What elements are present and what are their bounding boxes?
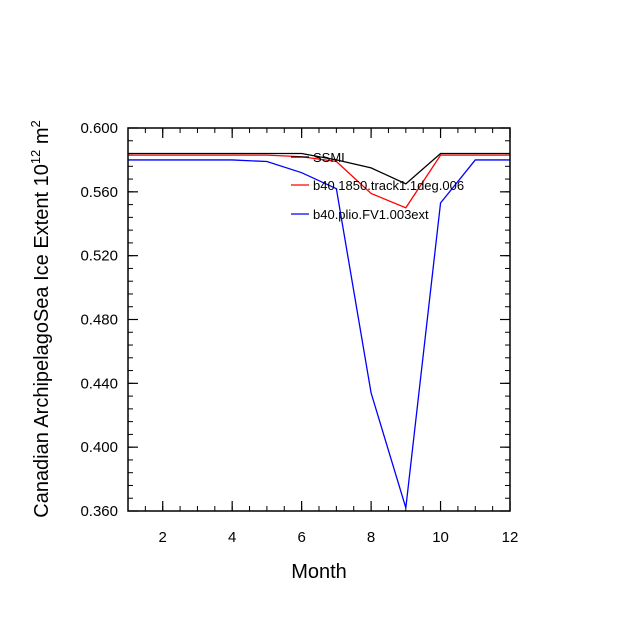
x-axis-title: Month [291,561,347,583]
y-axis-title-unit-exponent: 2 [28,120,43,127]
series-line-1 [128,152,510,185]
y-axis-title: Canadian ArchipelagoSea Ice Extent 1012 … [28,120,53,518]
y-tick-label: 0.600 [80,120,118,137]
x-tick-label: 8 [367,529,375,546]
legend-label: SSMI [313,150,345,165]
y-axis-title-unit: m [31,127,53,149]
y-tick-label: 0.560 [80,184,118,201]
x-tick-label: 12 [502,529,519,546]
y-tick-label: 0.480 [80,312,118,329]
y-tick-label: 0.440 [80,375,118,392]
x-tick-labels: 2 4 6 8 10 12 [159,529,519,546]
x-tick-label: 10 [432,529,449,546]
y-tick-labels: 0.360 0.400 0.440 0.480 0.520 0.560 0.600 [80,120,118,520]
legend-label: b40.plio.FV1.003ext [313,207,429,222]
y-tick-label: 0.520 [80,248,118,265]
legend-label: b40.1850.track1.1deg.006 [313,178,464,193]
y-axis-title-exponent: 12 [28,150,43,164]
series-line-2 [128,154,510,209]
x-tick-label: 4 [228,529,236,546]
x-tick-label: 6 [297,529,305,546]
series-lines [128,152,510,508]
y-axis-title-main: Canadian ArchipelagoSea Ice Extent 10 [31,164,53,518]
series-line-3 [128,159,510,508]
legend: SSMI b40.1850.track1.1deg.006 b40.plio.FV1… [291,150,464,222]
plot-frame [127,127,511,512]
x-tick-label: 2 [159,529,167,546]
y-tick-label: 0.360 [80,503,118,520]
y-tick-label: 0.400 [80,439,118,456]
